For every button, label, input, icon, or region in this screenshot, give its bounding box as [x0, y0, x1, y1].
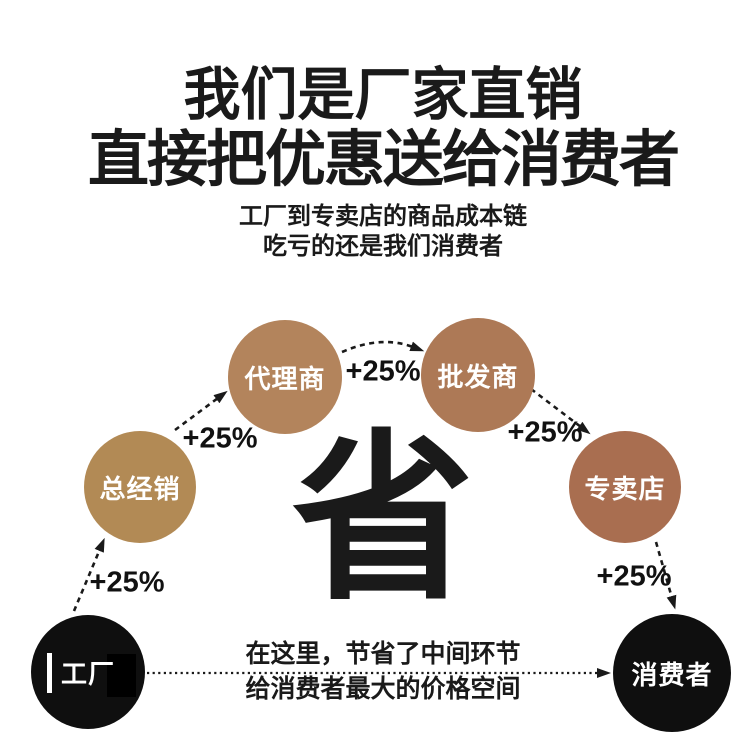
arrow-agent-to-wholesaler-icon	[341, 340, 425, 354]
bottom-note: 在这里，节省了中间环节 给消费者最大的价格空间	[245, 637, 520, 707]
subtitle-line2: 吃亏的还是我们消费者	[263, 232, 503, 260]
markup-label-1: +25%	[89, 566, 165, 599]
node-specialty-store: 专卖店	[569, 431, 681, 543]
node-agent: 代理商	[228, 320, 342, 434]
node-label: 专卖店	[584, 473, 666, 504]
markup-label-4: +25%	[507, 416, 583, 449]
markup-label-3: +25%	[345, 355, 421, 388]
bottom-note-line2: 给消费者最大的价格空间	[245, 675, 521, 703]
arrow-wholesaler-to-specialty-icon	[530, 387, 591, 435]
node-general-distributor: 总经销	[84, 431, 196, 543]
node-label: 工厂	[60, 658, 115, 689]
bottom-note-line1: 在这里，节省了中间环节	[245, 640, 521, 668]
arrow-factory-to-distributor-icon	[72, 537, 105, 612]
node-label: 代理商	[244, 363, 326, 394]
subtitle: 工厂到专卖店的商品成本链 吃亏的还是我们消费者	[16, 202, 750, 262]
markup-label-2: +25%	[182, 422, 258, 455]
arrow-specialty-to-consumer-icon	[654, 541, 677, 610]
factory-dark-patch	[107, 654, 136, 697]
node-label: 总经销	[99, 473, 181, 504]
factory-white-mark-icon	[47, 653, 52, 693]
node-label: 消费者	[631, 659, 713, 690]
header: 我们是厂家直销 直接把优惠送给消费者 工厂到专卖店的商品成本链 吃亏的还是我们消…	[16, 64, 750, 262]
page-title-line2: 直接把优惠送给消费者	[87, 124, 680, 193]
markup-label-5: +25%	[596, 560, 672, 593]
node-label: 批发商	[437, 361, 519, 392]
node-consumer: 消费者	[613, 614, 731, 732]
node-wholesaler: 批发商	[421, 318, 535, 432]
save-character: 省	[292, 417, 474, 621]
node-factory: 工厂	[31, 615, 145, 729]
page-title-line1: 我们是厂家直销	[183, 63, 583, 127]
subtitle-line1: 工厂到专卖店的商品成本链	[239, 202, 527, 230]
